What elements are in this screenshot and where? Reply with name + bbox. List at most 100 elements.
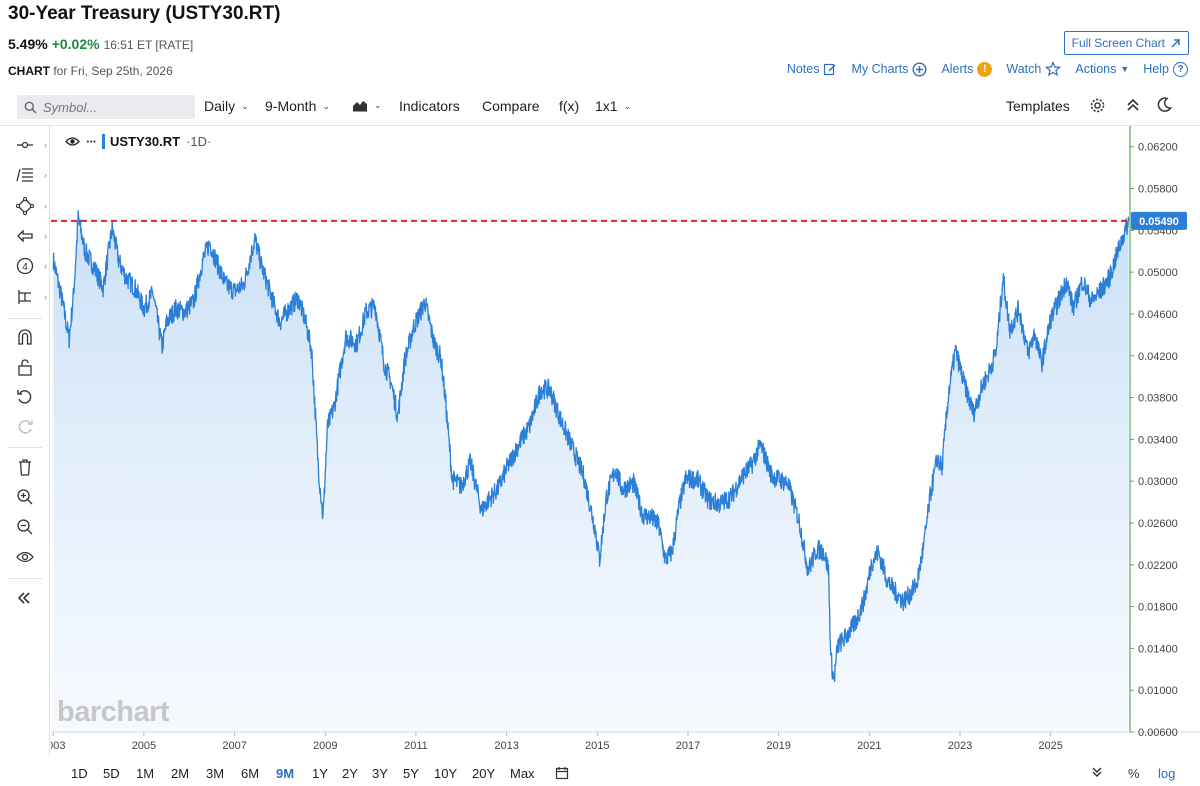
line-tool-icon[interactable]: ›: [16, 134, 47, 156]
dark-mode-moon-icon[interactable]: [1156, 97, 1172, 116]
interval-dropdown[interactable]: Daily ⌄: [204, 98, 249, 114]
range-button-3y[interactable]: 3Y: [372, 766, 388, 781]
alerts-label: Alerts: [941, 62, 974, 76]
compare-button[interactable]: Compare: [482, 98, 540, 114]
caret-down-icon: ▼: [1120, 64, 1130, 74]
watch-link[interactable]: Watch: [1006, 61, 1062, 77]
help-link[interactable]: Help ?: [1143, 61, 1188, 77]
full-screen-chart-button[interactable]: Full Screen Chart: [1063, 31, 1189, 55]
chart-canvas[interactable]: 0.062000.058000.054000.050000.046000.042…: [51, 126, 1200, 756]
range-button-1y[interactable]: 1Y: [312, 766, 328, 781]
range-button-2m[interactable]: 2M: [171, 766, 190, 781]
range-button-5d[interactable]: 5D: [103, 766, 120, 781]
top-nav: Notes My Charts Alerts ! Watch Actions ▼…: [787, 61, 1188, 77]
last-price: 5.49%: [8, 36, 48, 52]
chevron-down-icon: ⌄: [241, 100, 249, 111]
series-line: [52, 209, 1130, 683]
zoom-out-icon[interactable]: [16, 516, 42, 538]
chart-date: for Fri, Sep 25th, 2026: [53, 64, 173, 78]
redo-icon[interactable]: [16, 416, 42, 438]
plus-circle-icon: [912, 61, 927, 77]
fibonacci-tool-icon[interactable]: ›: [16, 164, 47, 186]
indicators-button[interactable]: Indicators: [399, 98, 460, 114]
chevron-down-icon: ⌄: [322, 100, 330, 111]
undo-icon[interactable]: [16, 386, 42, 408]
number-tool-icon[interactable]: 4 ›: [16, 255, 47, 277]
x-tick-label: 2003: [51, 740, 66, 752]
y-tick-label: 0.05800: [1138, 184, 1178, 196]
range-button-1m[interactable]: 1M: [136, 766, 155, 781]
chevron-down-icon: ⌄: [623, 100, 632, 111]
help-icon: ?: [1173, 61, 1188, 77]
y-tick-label: 0.03800: [1138, 393, 1178, 405]
visibility-eye-icon[interactable]: [16, 546, 42, 568]
chart-date-line: CHART for Fri, Sep 25th, 2026: [8, 64, 173, 78]
interval-label: Daily: [204, 98, 236, 114]
magnet-icon[interactable]: [16, 326, 42, 348]
price-chart[interactable]: 0.06200 0.05800 0.05400 0.05000 0.04600 0.042…: [51, 126, 1200, 756]
series-area: [53, 210, 1129, 733]
range-button-10y[interactable]: 10Y: [434, 766, 458, 781]
alerts-link[interactable]: Alerts !: [941, 61, 993, 77]
y-tick-label: 0.03400: [1138, 434, 1178, 446]
collapse-header-icon[interactable]: [1126, 97, 1140, 116]
legend-symbol: USTY30.RT: [102, 134, 180, 149]
actions-label: Actions: [1075, 62, 1117, 76]
function-button[interactable]: f(x): [559, 98, 580, 114]
layout-label: 1x1: [595, 98, 618, 114]
trash-icon[interactable]: [16, 456, 42, 478]
range-button-5y[interactable]: 5Y: [403, 766, 419, 781]
zoom-in-icon[interactable]: [16, 486, 42, 508]
notes-label: Notes: [786, 62, 820, 76]
chart-type-dropdown[interactable]: ⌄: [352, 98, 382, 112]
period-dropdown[interactable]: 9-Month ⌄: [265, 98, 330, 114]
layout-dropdown[interactable]: 1x1 ⌄: [595, 98, 631, 114]
measure-tool-icon[interactable]: ›: [16, 286, 47, 308]
range-button-2y[interactable]: 2Y: [342, 766, 358, 781]
range-button-1d[interactable]: 1D: [71, 766, 88, 781]
settings-gear-icon[interactable]: [1089, 97, 1106, 117]
my-charts-link[interactable]: My Charts: [851, 61, 927, 77]
range-button-6m[interactable]: 6M: [241, 766, 260, 781]
actions-menu[interactable]: Actions ▼: [1075, 62, 1129, 76]
star-icon: [1045, 61, 1062, 77]
more-options-icon[interactable]: ···: [86, 134, 97, 149]
range-button-9m[interactable]: 9M: [276, 766, 295, 781]
collapse-sidebar-icon[interactable]: [16, 587, 42, 609]
y-tick-label: 0.00600: [1138, 727, 1178, 739]
range-button-max[interactable]: Max: [510, 766, 535, 781]
page-title: 30-Year Treasury (USTY30.RT): [8, 3, 281, 24]
chevron-double-down-icon[interactable]: [1091, 766, 1103, 781]
y-tick-label: 0.01800: [1138, 602, 1178, 614]
symbol-search[interactable]: [17, 95, 195, 119]
series-legend: ··· USTY30.RT ·1D·: [65, 134, 211, 149]
range-button-3m[interactable]: 3M: [206, 766, 225, 781]
svg-text:4: 4: [22, 262, 28, 273]
x-tick-label: 2019: [766, 740, 790, 752]
y-tick-label: 0.04200: [1138, 351, 1178, 363]
symbol-input[interactable]: [43, 99, 183, 115]
log-toggle[interactable]: log: [1158, 766, 1176, 781]
quote-time: 16:51 ET [RATE]: [103, 38, 194, 52]
range-bar: % log 1D 5D 1M 2M 3M 6M 9M 1Y 2Y 3Y 5Y 10Y 20Y Max: [0, 758, 1200, 786]
templates-button[interactable]: Templates: [1006, 98, 1070, 114]
arrow-tool-icon[interactable]: ›: [16, 225, 47, 247]
edit-icon: [824, 63, 837, 76]
notes-link[interactable]: Notes: [787, 62, 838, 76]
eye-icon[interactable]: [65, 136, 80, 147]
search-icon: [24, 101, 37, 114]
y-tick-label: 0.02600: [1138, 518, 1178, 530]
barchart-watermark: barchart: [57, 696, 170, 728]
last-price-label: 0.05490: [1139, 216, 1179, 228]
shapes-tool-icon[interactable]: ›: [16, 195, 47, 217]
y-tick-label: 0.02200: [1138, 560, 1178, 572]
tool-divider: [8, 578, 42, 579]
x-tick-label: 2011: [404, 740, 428, 752]
lock-icon[interactable]: [16, 356, 42, 378]
range-button-20y[interactable]: 20Y: [472, 766, 496, 781]
calendar-icon[interactable]: [555, 766, 569, 780]
percent-toggle[interactable]: %: [1128, 766, 1140, 781]
x-tick-label: 2005: [132, 740, 156, 752]
x-tick-label: 2017: [676, 740, 700, 752]
tool-divider: [8, 447, 42, 448]
